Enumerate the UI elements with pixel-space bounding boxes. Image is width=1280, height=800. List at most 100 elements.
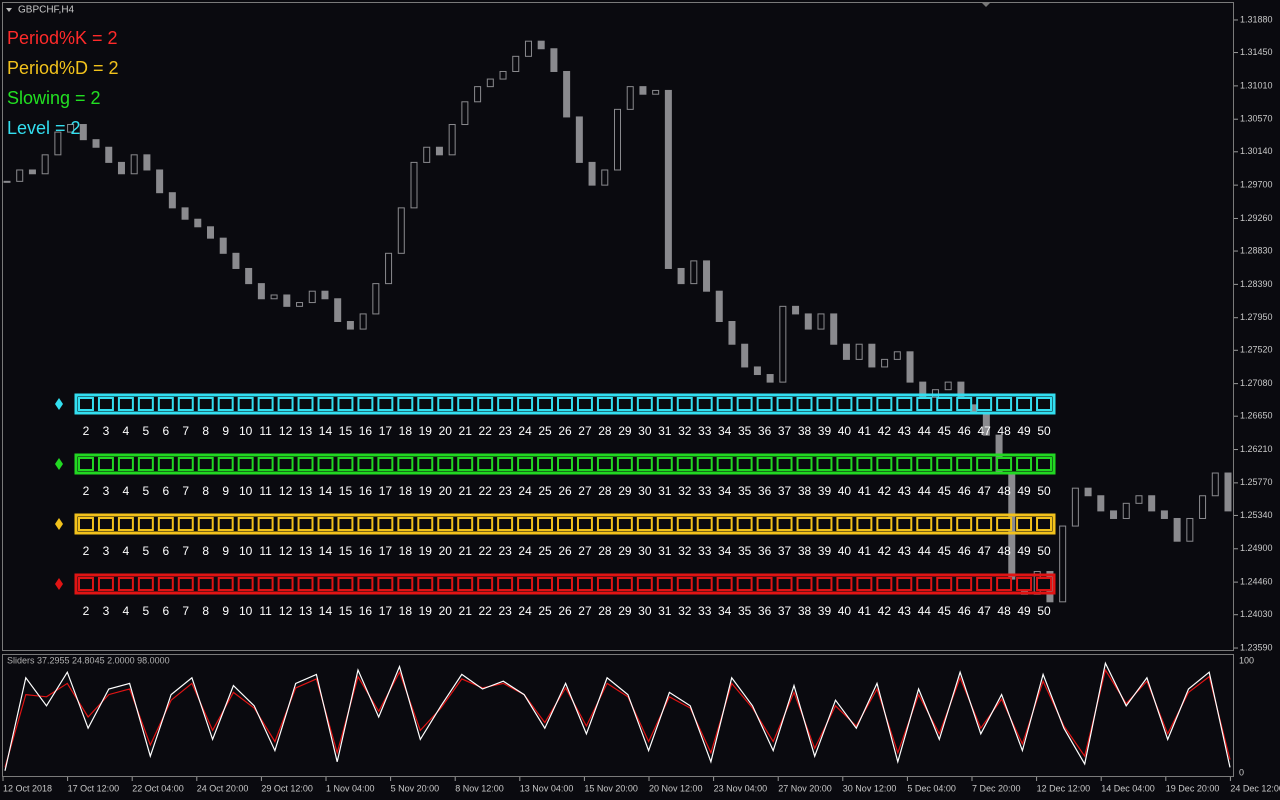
slider-cell[interactable] bbox=[157, 457, 174, 471]
slider-cell[interactable] bbox=[676, 577, 693, 591]
slider-cell[interactable] bbox=[616, 577, 633, 591]
slider-cell[interactable] bbox=[357, 577, 374, 591]
slider-cell[interactable] bbox=[557, 577, 573, 591]
slider-cell[interactable] bbox=[237, 517, 254, 531]
slider-cell[interactable] bbox=[976, 457, 993, 471]
slider-cell[interactable] bbox=[856, 397, 873, 411]
slider-cell[interactable] bbox=[956, 517, 973, 531]
slider-cell[interactable] bbox=[417, 577, 434, 591]
slider-cell[interactable] bbox=[257, 577, 274, 591]
slider-cell[interactable] bbox=[616, 457, 633, 471]
slider-cell[interactable] bbox=[796, 517, 813, 531]
slider-cell[interactable] bbox=[377, 457, 394, 471]
slider-cell[interactable] bbox=[497, 457, 514, 471]
slider-cell[interactable] bbox=[676, 517, 693, 531]
slider-cell[interactable] bbox=[157, 517, 174, 531]
slider-cell[interactable] bbox=[636, 517, 653, 531]
slider-cell[interactable] bbox=[437, 397, 454, 411]
slider-cell[interactable] bbox=[776, 397, 793, 411]
slider-cell[interactable] bbox=[656, 397, 673, 411]
slider-cell[interactable] bbox=[117, 577, 134, 591]
slider-cell[interactable] bbox=[557, 397, 573, 411]
slider-cell[interactable] bbox=[916, 397, 933, 411]
slider-cell[interactable] bbox=[517, 517, 534, 531]
slider-cell[interactable] bbox=[377, 397, 394, 411]
slider-cell[interactable] bbox=[996, 397, 1013, 411]
slider-cell[interactable] bbox=[437, 457, 454, 471]
slider-cell[interactable] bbox=[277, 577, 294, 591]
slider-cell[interactable] bbox=[477, 397, 494, 411]
slider-cell[interactable] bbox=[736, 577, 753, 591]
slider-cell[interactable] bbox=[397, 517, 414, 531]
slider-cell[interactable] bbox=[477, 517, 494, 531]
slider-cell[interactable] bbox=[317, 457, 334, 471]
slider-cell[interactable] bbox=[337, 457, 354, 471]
slider-cell[interactable] bbox=[936, 517, 953, 531]
slider-cell[interactable] bbox=[1016, 457, 1033, 471]
slider-cell[interactable] bbox=[616, 397, 633, 411]
slider-cell[interactable] bbox=[537, 517, 554, 531]
slider-cell[interactable] bbox=[1016, 577, 1033, 591]
slider-cell[interactable] bbox=[976, 517, 993, 531]
slider-cell[interactable] bbox=[976, 397, 993, 411]
slider-cell[interactable] bbox=[477, 577, 494, 591]
slider-cell[interactable] bbox=[1016, 397, 1033, 411]
slider-cell[interactable] bbox=[157, 397, 174, 411]
menu-arrow[interactable] bbox=[6, 8, 12, 12]
slider-cell[interactable] bbox=[896, 517, 913, 531]
slider-cell[interactable] bbox=[876, 397, 893, 411]
slider-cell[interactable] bbox=[457, 517, 474, 531]
slider-cell[interactable] bbox=[996, 517, 1013, 531]
slider-cell[interactable] bbox=[936, 577, 953, 591]
slider-cell[interactable] bbox=[1036, 457, 1052, 471]
slider-cell[interactable] bbox=[78, 517, 94, 531]
slider-cell[interactable] bbox=[237, 457, 254, 471]
slider-cell[interactable] bbox=[796, 577, 813, 591]
slider-cell[interactable] bbox=[117, 397, 134, 411]
slider-cell[interactable] bbox=[576, 577, 593, 591]
slider-cell[interactable] bbox=[137, 577, 154, 591]
slider-cell[interactable] bbox=[457, 457, 474, 471]
slider-cell[interactable] bbox=[197, 577, 214, 591]
slider-cell[interactable] bbox=[437, 577, 454, 591]
slider-cell[interactable] bbox=[78, 577, 94, 591]
slider-cell[interactable] bbox=[177, 457, 194, 471]
slider-cell[interactable] bbox=[736, 397, 753, 411]
slider-cell[interactable] bbox=[157, 577, 174, 591]
slider-cell[interactable] bbox=[696, 457, 713, 471]
slider-cell[interactable] bbox=[736, 457, 753, 471]
slider-cell[interactable] bbox=[896, 457, 913, 471]
slider-cell[interactable] bbox=[297, 577, 314, 591]
slider-cell[interactable] bbox=[816, 397, 833, 411]
slider-cell[interactable] bbox=[517, 397, 534, 411]
slider-cell[interactable] bbox=[956, 397, 973, 411]
slider-cell[interactable] bbox=[377, 577, 394, 591]
slider-cell[interactable] bbox=[417, 397, 434, 411]
slider-cell[interactable] bbox=[217, 517, 234, 531]
slider-cell[interactable] bbox=[656, 457, 673, 471]
slider-cell[interactable] bbox=[337, 397, 354, 411]
slider-cell[interactable] bbox=[756, 517, 773, 531]
slider-cell[interactable] bbox=[317, 577, 334, 591]
slider-cell[interactable] bbox=[696, 397, 713, 411]
slider-cell[interactable] bbox=[936, 457, 953, 471]
slider-cell[interactable] bbox=[836, 397, 853, 411]
slider-cell[interactable] bbox=[816, 517, 833, 531]
slider-cell[interactable] bbox=[557, 457, 573, 471]
slider-cell[interactable] bbox=[78, 457, 94, 471]
slider-cell[interactable] bbox=[197, 397, 214, 411]
slider-cell[interactable] bbox=[177, 577, 194, 591]
slider-cell[interactable] bbox=[936, 397, 953, 411]
slider-cell[interactable] bbox=[1036, 517, 1052, 531]
slider-cell[interactable] bbox=[816, 457, 833, 471]
slider-cell[interactable] bbox=[576, 457, 593, 471]
slider-cell[interactable] bbox=[557, 517, 573, 531]
slider-cell[interactable] bbox=[716, 397, 733, 411]
slider-cell[interactable] bbox=[177, 397, 194, 411]
slider-cell[interactable] bbox=[896, 577, 913, 591]
slider-cell[interactable] bbox=[277, 397, 294, 411]
slider-cell[interactable] bbox=[1036, 397, 1052, 411]
slider-cell[interactable] bbox=[237, 577, 254, 591]
slider-cell[interactable] bbox=[896, 397, 913, 411]
slider-cell[interactable] bbox=[477, 457, 494, 471]
